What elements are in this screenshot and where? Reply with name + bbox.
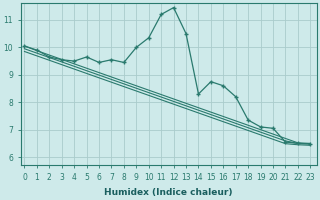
X-axis label: Humidex (Indice chaleur): Humidex (Indice chaleur)	[104, 188, 233, 197]
